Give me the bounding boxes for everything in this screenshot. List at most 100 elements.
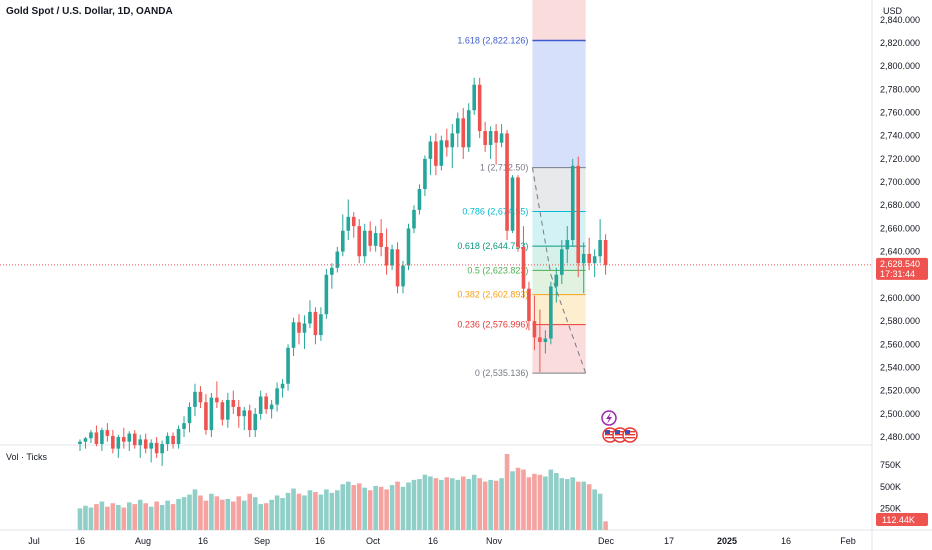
volume-bar [209, 493, 214, 530]
volume-bar [532, 473, 537, 530]
candle-body [308, 311, 312, 324]
candle-body [143, 439, 148, 449]
candle-body [160, 444, 164, 454]
time-axis-label: 16 [75, 536, 85, 546]
volume-bar [143, 503, 148, 530]
volume-bar [126, 502, 132, 530]
volume-bar [318, 494, 324, 530]
fib-zone [532, 40, 586, 168]
candle-body [89, 432, 93, 439]
volume-bar [433, 478, 439, 530]
candle-body [384, 246, 389, 266]
volume-bar [395, 481, 400, 530]
volume-bar [586, 484, 592, 530]
time-axis-label: Sep [254, 536, 270, 546]
candle-body [78, 441, 82, 444]
candle-body [138, 439, 143, 446]
volume-bar [252, 497, 258, 530]
candle-body [373, 233, 378, 246]
candle-body [434, 141, 438, 166]
candle-body [187, 406, 192, 424]
volume-bar [515, 467, 521, 530]
volume-bar [116, 504, 121, 530]
candle-body [527, 288, 531, 322]
candle-body [412, 209, 416, 229]
volume-bar [362, 487, 367, 530]
candle-body [341, 230, 345, 252]
candle-body [521, 246, 526, 289]
fib-level-label: 0.786 (2,674.55) [462, 207, 528, 217]
volume-bar [94, 504, 99, 530]
candle-body [122, 437, 126, 442]
volume-bar [137, 499, 143, 530]
candle-body [466, 110, 471, 148]
candle-body [330, 267, 334, 275]
fib-level-label: 1 (2,712.50) [480, 163, 529, 173]
volume-bar [389, 485, 395, 530]
volume-bar [148, 506, 154, 530]
volume-bar [521, 469, 526, 530]
volume-bar [493, 480, 499, 530]
price-axis-tick: 2,520.000 [880, 386, 920, 396]
candle-body [94, 432, 99, 444]
candle-body [368, 230, 372, 246]
volume-bar [258, 504, 263, 530]
candle-body [275, 388, 279, 405]
volume-bar [170, 504, 176, 530]
fib-trend-line [531, 167, 552, 275]
volume-bar [99, 501, 105, 530]
volume-bar [345, 481, 351, 530]
volume-bar [121, 507, 127, 530]
fib-zone-top [532, 0, 586, 41]
candle-body [538, 337, 542, 343]
volume-bar [192, 489, 198, 530]
volume-bar [225, 498, 231, 530]
candle-body [351, 216, 356, 227]
time-axis-label: 17 [664, 536, 674, 546]
volume-bar [236, 496, 242, 530]
price-axis-tick: 2,480.000 [880, 432, 920, 442]
candle-body [264, 396, 268, 410]
candle-body [297, 322, 301, 333]
time-axis-label: Dec [598, 536, 615, 546]
price-axis-tick: 2,540.000 [880, 363, 920, 373]
volume-bar [181, 497, 187, 530]
fib-level-label: 0.5 (2,623.823) [467, 265, 528, 275]
volume-bar [241, 500, 247, 530]
volume-bar [351, 485, 357, 530]
candle-body [598, 240, 602, 257]
volume-bar [554, 473, 559, 530]
candle-body [253, 413, 257, 431]
time-axis-label: 16 [428, 536, 438, 546]
volume-axis-tick: 250K [880, 503, 901, 513]
candle-body [280, 383, 285, 389]
candle-body [149, 442, 153, 449]
fib-zone [532, 270, 586, 295]
candle-body [83, 438, 88, 442]
price-axis-tick: 2,600.000 [880, 293, 920, 303]
candle-body [247, 410, 252, 431]
volume-bar [340, 484, 346, 530]
candle-body [319, 314, 323, 336]
volume-badge-value: 112.44K [882, 515, 915, 525]
candle-body [258, 396, 263, 414]
candle-body [324, 274, 329, 315]
volume-bar [274, 495, 280, 530]
candle-body [494, 131, 498, 143]
volume-axis-tick: 500K [880, 482, 901, 492]
candle-body [461, 118, 466, 148]
volume-bar [428, 476, 433, 530]
volume-bar [581, 481, 586, 530]
price-axis-tick: 2,720.000 [880, 154, 920, 164]
price-axis-tick: 2,820.000 [880, 38, 920, 48]
volume-bar [373, 485, 378, 530]
candle-body [428, 141, 433, 159]
candle-body [401, 265, 405, 287]
candle-body [560, 249, 564, 275]
volume-bar [291, 488, 296, 530]
price-axis-tick: 2,640.000 [880, 247, 920, 257]
candle-body [362, 230, 367, 257]
candle-body [357, 226, 362, 257]
candle-body [231, 399, 236, 407]
